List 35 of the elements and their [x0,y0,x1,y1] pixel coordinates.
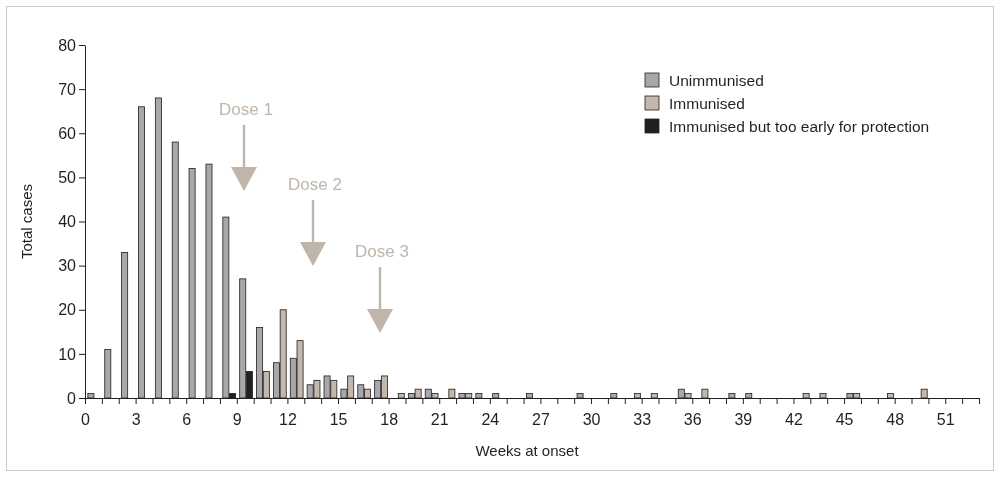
x-tick-label: 48 [886,410,905,428]
y-tick-label: 60 [58,124,77,142]
x-tick-label: 12 [279,410,297,428]
x-tick-label: 21 [430,410,449,428]
x-tick-label: 36 [683,410,702,428]
annotation: Dose 3 [355,242,409,261]
x-tick-label: 18 [380,410,399,428]
y-tick-label: 70 [58,80,77,98]
x-axis-title: Weeks at onset [475,442,580,459]
y-tick-label: 0 [67,389,77,407]
x-tick-label: 9 [232,410,242,428]
x-tick-label: 39 [734,410,753,428]
x-tick-label: 33 [633,410,652,428]
legend-label: Unimmunised [669,72,764,89]
x-tick-label: 27 [532,410,550,428]
y-tick-label: 50 [58,168,77,186]
y-tick-label: 20 [58,301,77,319]
y-tick-label: 10 [58,345,77,363]
x-tick-label: 0 [81,410,91,428]
x-tick-label: 42 [785,410,803,428]
legend-label: Immunised [669,95,745,112]
annotation: Dose 2 [288,175,342,194]
x-tick-label: 30 [582,410,601,428]
x-tick-label: 51 [936,410,955,428]
y-tick-label: 80 [58,36,77,54]
x-tick-label: 3 [131,410,141,428]
x-tick-label: 15 [329,410,348,428]
y-tick-label: 30 [58,257,77,275]
x-tick-label: 24 [481,410,500,428]
annotation: Dose 1 [219,100,273,119]
y-tick-label: 40 [58,213,77,231]
legend-label: Immunised but too early for protection [669,118,930,135]
x-tick-label: 6 [182,410,192,428]
x-tick-label: 45 [835,410,854,428]
y-axis-title: Total cases [18,183,35,260]
